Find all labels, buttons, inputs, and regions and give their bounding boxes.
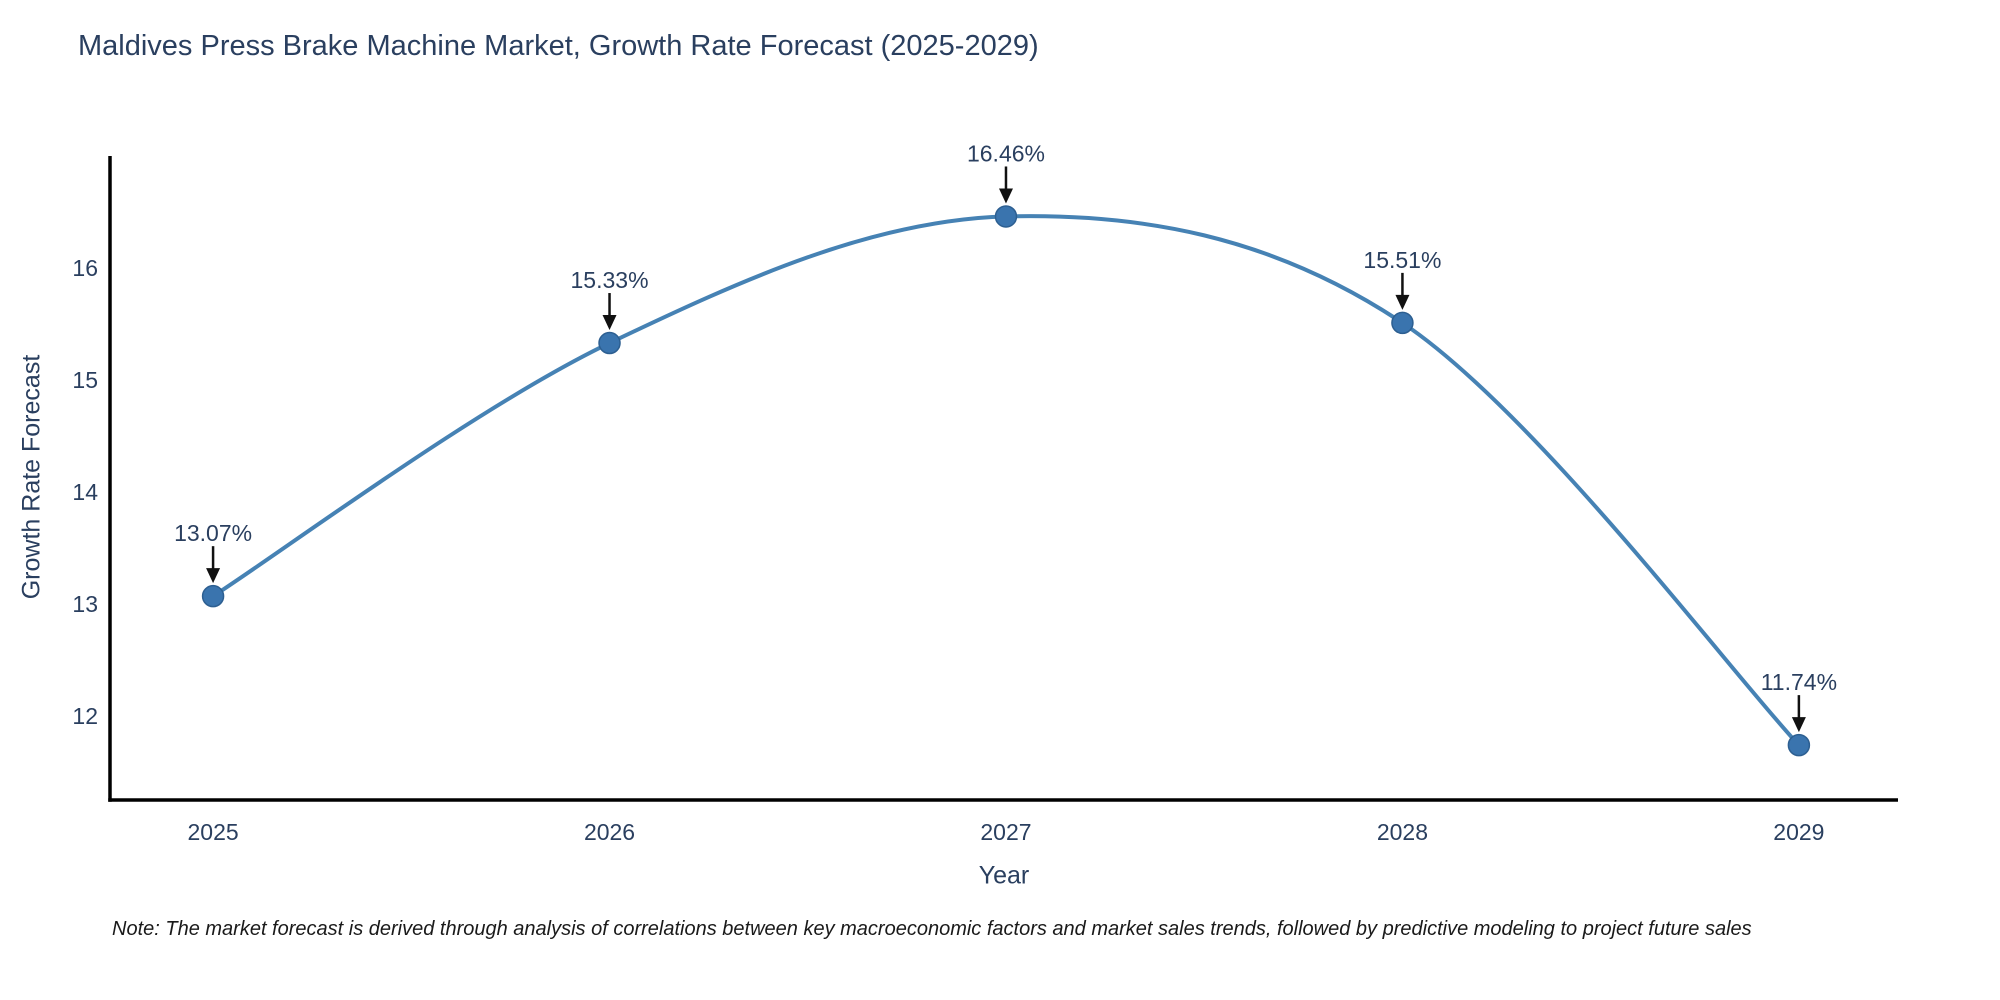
y-tick-label: 12 [72,703,98,729]
data-point-label: 15.51% [1363,247,1441,273]
footnote: Note: The market forecast is derived thr… [112,918,1752,940]
data-point-label: 15.33% [571,267,649,293]
y-tick-label: 13 [72,591,98,617]
x-tick-label: 2028 [1377,819,1428,845]
y-tick-label: 15 [72,367,98,393]
y-axis-title: Growth Rate Forecast [17,354,46,600]
data-point-label: 11.74% [1761,669,1837,695]
data-point-marker [1787,733,1811,757]
data-point-marker [994,205,1018,228]
annotation-arrow-head [998,188,1013,204]
annotation-arrow-head [1395,294,1410,310]
x-axis-title: Year [978,861,1030,890]
x-tick-label: 2027 [980,819,1031,845]
annotation-arrow-head [602,315,617,331]
x-tick-label: 2026 [584,819,635,845]
y-tick-label: 16 [72,255,98,281]
annotation-arrow-head [1791,717,1806,733]
x-tick-label: 2025 [187,819,238,845]
data-point-label: 16.46% [967,140,1045,166]
data-point-marker [598,331,621,355]
annotation-arrow-head [206,568,221,584]
forecast-line [212,214,1801,747]
data-point-label: 13.07% [174,520,252,546]
x-tick-label: 2029 [1773,819,1824,845]
chart-title: Maldives Press Brake Machine Market, Gro… [78,30,1039,62]
data-point-marker [1391,311,1414,335]
data-point-marker [201,584,225,608]
y-tick-label: 14 [72,479,98,505]
